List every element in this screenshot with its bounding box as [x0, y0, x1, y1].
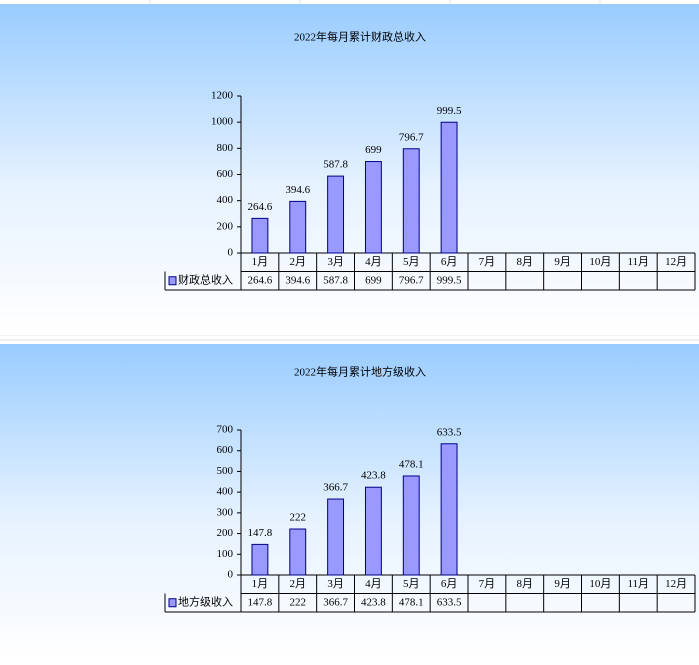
- y-tick-label: 600: [217, 444, 234, 456]
- x-tick-label: 8月: [517, 256, 534, 268]
- data-label: 222: [290, 512, 307, 524]
- legend-key: [168, 276, 177, 286]
- x-tick-label: 12月: [665, 578, 687, 590]
- data-label: 699: [365, 144, 382, 156]
- bar: [289, 528, 307, 576]
- x-tick-label: 1月: [252, 256, 269, 268]
- x-tick-label: 7月: [479, 256, 496, 268]
- x-tick-label: 6月: [441, 256, 458, 268]
- table-value: 478.1: [399, 596, 424, 608]
- y-tick-label: 500: [217, 465, 234, 477]
- x-tick-label: 7月: [479, 578, 496, 590]
- data-label: 999.5: [437, 105, 462, 117]
- y-tick-label: 300: [217, 506, 234, 518]
- data-label: 147.8: [248, 527, 273, 539]
- bar: [327, 175, 345, 254]
- table-value: 796.7: [399, 274, 424, 286]
- y-tick-label: 200: [217, 527, 234, 539]
- y-tick-label: 0: [228, 247, 234, 259]
- table-value: 147.8: [248, 596, 273, 608]
- x-tick-label: 1月: [252, 578, 269, 590]
- table-value: 423.8: [361, 596, 386, 608]
- bar: [364, 486, 382, 576]
- x-tick-label: 12月: [665, 256, 687, 268]
- bar: [440, 121, 458, 254]
- legend-label: 地方级收入: [178, 594, 233, 608]
- data-label: 478.1: [399, 458, 424, 470]
- data-label: 394.6: [285, 184, 310, 196]
- x-tick-label: 11月: [627, 578, 649, 590]
- data-label: 423.8: [361, 470, 386, 482]
- x-tick-label: 10月: [589, 256, 611, 268]
- table-value: 587.8: [323, 274, 348, 286]
- x-tick-label: 9月: [554, 256, 571, 268]
- data-label: 633.5: [437, 426, 462, 438]
- y-tick-label: 400: [217, 194, 234, 206]
- data-label: 587.8: [323, 159, 348, 171]
- table-value: 222: [290, 596, 307, 608]
- legend-key: [168, 598, 177, 608]
- x-tick-label: 2月: [290, 256, 307, 268]
- chart-title: 2022年每月累计地方级收入: [294, 365, 426, 379]
- x-tick-label: 11月: [627, 256, 649, 268]
- x-tick-label: 4月: [365, 256, 382, 268]
- bar: [251, 217, 269, 254]
- table-value: 699: [365, 274, 382, 286]
- table-value: 633.5: [437, 596, 462, 608]
- y-tick-label: 600: [217, 168, 234, 180]
- table-value: 264.6: [248, 274, 273, 286]
- chart-area: [0, 4, 699, 335]
- data-label: 366.7: [323, 482, 348, 494]
- data-label: 264.6: [248, 201, 273, 213]
- legend-label: 财政总收入: [178, 272, 233, 286]
- y-tick-label: 700: [217, 424, 234, 436]
- x-tick-label: 6月: [441, 578, 458, 590]
- table-value: 366.7: [323, 596, 348, 608]
- y-tick-label: 400: [217, 486, 234, 498]
- bar: [402, 475, 420, 576]
- y-tick-label: 100: [217, 548, 234, 560]
- y-tick-label: 200: [217, 220, 234, 232]
- table-value: 394.6: [285, 274, 310, 286]
- chart-area: [0, 344, 699, 660]
- y-tick-label: 800: [217, 142, 234, 154]
- x-tick-label: 2月: [290, 578, 307, 590]
- bar: [440, 443, 458, 576]
- x-tick-label: 3月: [327, 256, 344, 268]
- bar: [402, 148, 420, 254]
- chart-title: 2022年每月累计财政总收入: [294, 30, 426, 44]
- bar: [289, 200, 307, 254]
- data-label: 796.7: [399, 131, 424, 143]
- x-tick-label: 5月: [403, 578, 420, 590]
- bar: [327, 498, 345, 576]
- bar: [364, 161, 382, 254]
- table-value: 999.5: [437, 274, 462, 286]
- x-tick-label: 5月: [403, 256, 420, 268]
- x-tick-label: 8月: [517, 578, 534, 590]
- x-tick-label: 9月: [554, 578, 571, 590]
- y-tick-label: 0: [228, 569, 234, 581]
- x-tick-label: 3月: [327, 578, 344, 590]
- bar: [251, 543, 269, 576]
- x-tick-label: 4月: [365, 578, 382, 590]
- x-tick-label: 10月: [589, 578, 611, 590]
- y-tick-label: 1200: [211, 90, 234, 102]
- y-tick-label: 1000: [211, 116, 234, 128]
